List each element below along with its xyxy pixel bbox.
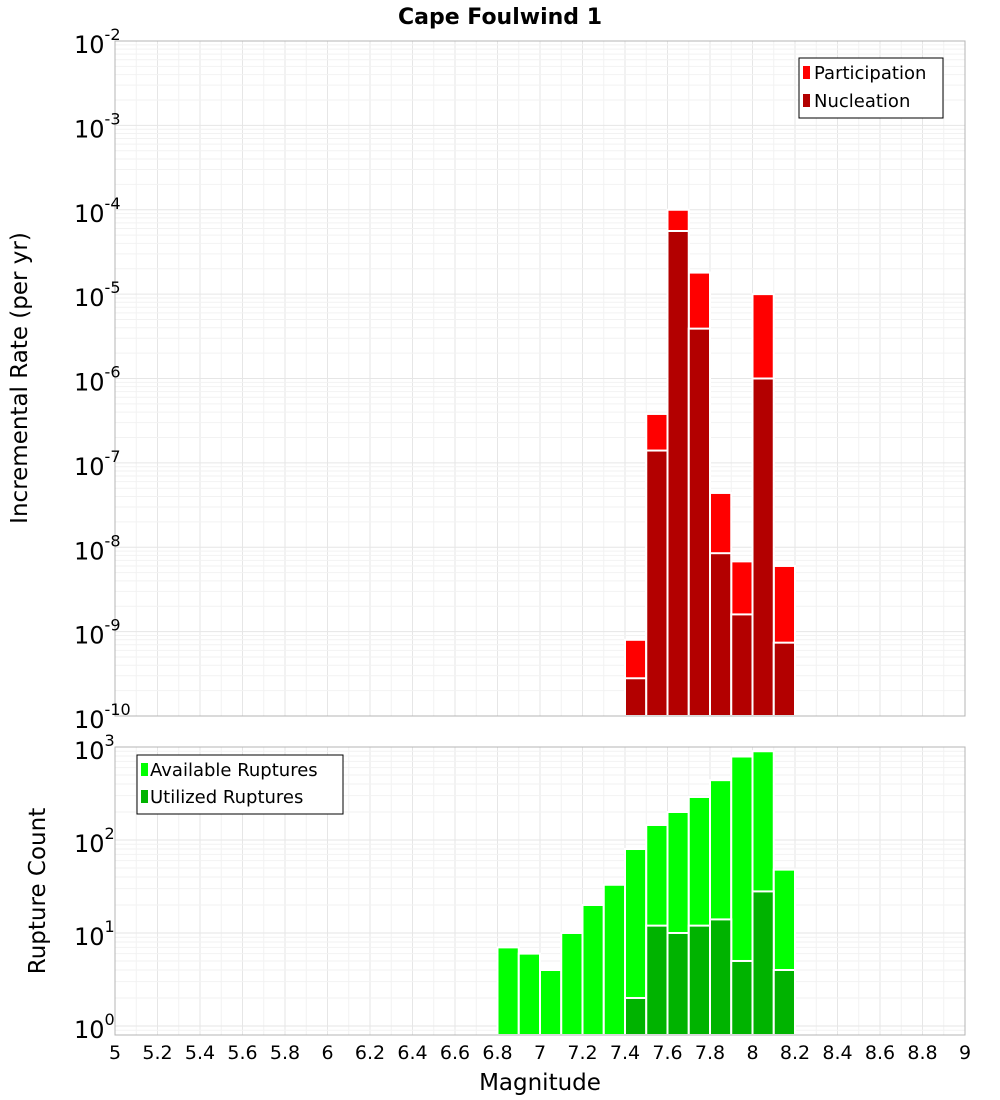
- y-tick-label: 10-7: [74, 447, 121, 481]
- y-tick-label: 10-6: [74, 363, 121, 397]
- bar-available: [560, 931, 584, 1036]
- y-tick-label: 10-3: [74, 109, 121, 143]
- x-tick-label: 6.8: [482, 1042, 512, 1064]
- bar-utilized: [772, 968, 796, 1037]
- bar-nucleation: [709, 552, 733, 717]
- bar-available: [581, 903, 605, 1036]
- y-tick-label: 10-2: [74, 25, 121, 59]
- top-grid: [114, 40, 966, 717]
- bar-nucleation: [645, 449, 669, 717]
- top-y-ticks: 10-10 10-9 10-8 10-7 10-6 10-5 10-4 10-3 10-2: [74, 25, 131, 734]
- legend-label-participation: Participation: [814, 63, 926, 84]
- bar-available: [496, 946, 520, 1036]
- legend-swatch-available: [141, 763, 148, 776]
- bar-utilized: [751, 890, 775, 1036]
- x-tick-label: 9: [959, 1042, 971, 1064]
- x-tick-label: 6.2: [355, 1042, 385, 1064]
- y-tick-label: 102: [74, 824, 115, 858]
- x-tick-label: 7.4: [610, 1042, 640, 1064]
- legend-swatch-utilized: [141, 790, 148, 803]
- y-tick-label: 101: [74, 917, 115, 951]
- x-axis-label: Magnitude: [479, 1070, 601, 1096]
- y-tick-label: 10-9: [74, 616, 121, 650]
- x-tick-label: 8.4: [822, 1042, 852, 1064]
- x-tick-label: 5.6: [227, 1042, 257, 1064]
- top-plot-panel: 10-10 10-9 10-8 10-7 10-6 10-5 10-4 10-3 10-2 In…: [7, 25, 966, 734]
- x-tick-label: 5: [109, 1042, 121, 1064]
- x-tick-label: 8: [746, 1042, 758, 1064]
- bottom-y-ticks: 100 101 102 103: [74, 731, 115, 1044]
- bottom-y-axis-label: Rupture Count: [25, 808, 51, 974]
- legend-swatch-participation: [803, 66, 810, 79]
- y-tick-label: 10-5: [74, 278, 121, 312]
- x-tick-label: 5.2: [142, 1042, 172, 1064]
- bar-utilized: [687, 924, 711, 1036]
- x-tick-label: 7.6: [652, 1042, 682, 1064]
- x-ticks: 5 5.2 5.4 5.6 5.8 6 6.2 6.4 6.6 6.8 7 7.2 7.4 7.6 7.8 8…: [109, 1042, 971, 1064]
- bar-available: [539, 968, 563, 1037]
- x-tick-label: 5.4: [185, 1042, 215, 1064]
- top-bars: [624, 208, 796, 718]
- y-tick-label: 100: [74, 1010, 115, 1044]
- legend-swatch-nucleation: [803, 94, 810, 107]
- bar-utilized: [624, 996, 648, 1037]
- legend-label-utilized: Utilized Ruptures: [150, 787, 303, 808]
- y-tick-label: 10-8: [74, 531, 121, 565]
- bottom-plot-panel: 100 101 102 103 5 5.2 5.4 5.6 5.8 6 6.2 6.4 6.6 6.8 7…: [25, 731, 971, 1096]
- bar-nucleation: [624, 677, 648, 718]
- x-tick-label: 7.2: [567, 1042, 597, 1064]
- bar-utilized: [730, 959, 754, 1036]
- y-tick-label: 10-4: [74, 194, 121, 228]
- bar-available: [602, 883, 626, 1036]
- top-plot-frame: [114, 40, 966, 717]
- legend-label-nucleation: Nucleation: [814, 91, 910, 112]
- x-tick-label: 8.8: [907, 1042, 937, 1064]
- bar-nucleation: [687, 327, 711, 717]
- bottom-legend: Available Ruptures Utilized Ruptures: [136, 754, 344, 815]
- bottom-grid: [114, 746, 966, 1036]
- x-tick-label: 8.6: [865, 1042, 895, 1064]
- top-legend: Participation Nucleation: [798, 57, 944, 119]
- bar-nucleation: [772, 641, 796, 717]
- legend-label-available: Available Ruptures: [150, 760, 318, 781]
- bar-utilized: [709, 918, 733, 1036]
- x-tick-label: 7.8: [695, 1042, 725, 1064]
- bar-utilized: [645, 924, 669, 1036]
- bar-available: [517, 952, 541, 1036]
- bar-nucleation: [730, 613, 754, 718]
- y-tick-label: 10-10: [74, 700, 131, 734]
- bottom-plot-frame: [114, 746, 966, 1036]
- top-legend-box: [798, 57, 944, 119]
- bottom-bars: [496, 750, 796, 1037]
- bottom-legend-box: [136, 754, 344, 815]
- chart-title: Cape Foulwind 1: [398, 5, 602, 30]
- x-tick-label: 6.6: [440, 1042, 470, 1064]
- x-tick-label: 6.4: [397, 1042, 427, 1064]
- top-y-axis-label: Incremental Rate (per yr): [7, 232, 33, 524]
- bar-utilized: [666, 931, 690, 1036]
- y-tick-label: 103: [74, 731, 115, 765]
- bar-nucleation: [666, 229, 690, 717]
- x-tick-label: 7: [534, 1042, 546, 1064]
- x-tick-label: 5.8: [270, 1042, 300, 1064]
- bar-nucleation: [751, 377, 775, 717]
- x-tick-label: 6: [321, 1042, 333, 1064]
- x-tick-label: 8.2: [780, 1042, 810, 1064]
